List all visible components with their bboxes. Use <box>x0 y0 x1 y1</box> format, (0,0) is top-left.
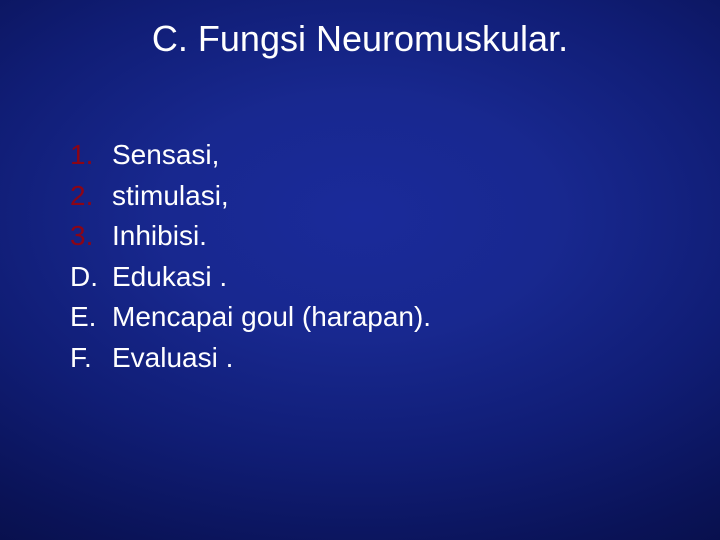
list-marker: 3. <box>70 216 112 257</box>
list-marker: D. <box>70 257 112 298</box>
bullet-list: 1. Sensasi, 2. stimulasi, 3. Inhibisi. D… <box>70 135 431 379</box>
list-text: Mencapai goul (harapan). <box>112 297 431 338</box>
list-text: Inhibisi. <box>112 216 207 257</box>
list-item: E. Mencapai goul (harapan). <box>70 297 431 338</box>
list-marker: E. <box>70 297 112 338</box>
list-item: D. Edukasi . <box>70 257 431 298</box>
slide: C. Fungsi Neuromuskular. 1. Sensasi, 2. … <box>0 0 720 540</box>
list-text: Evaluasi . <box>112 338 233 379</box>
list-text: Sensasi, <box>112 135 219 176</box>
slide-title: C. Fungsi Neuromuskular. <box>0 18 720 60</box>
list-text: stimulasi, <box>112 176 229 217</box>
list-item: 2. stimulasi, <box>70 176 431 217</box>
list-item: 1. Sensasi, <box>70 135 431 176</box>
list-text: Edukasi . <box>112 257 227 298</box>
list-marker: F. <box>70 338 112 379</box>
list-item: F. Evaluasi . <box>70 338 431 379</box>
list-item: 3. Inhibisi. <box>70 216 431 257</box>
list-marker: 2. <box>70 176 112 217</box>
list-marker: 1. <box>70 135 112 176</box>
